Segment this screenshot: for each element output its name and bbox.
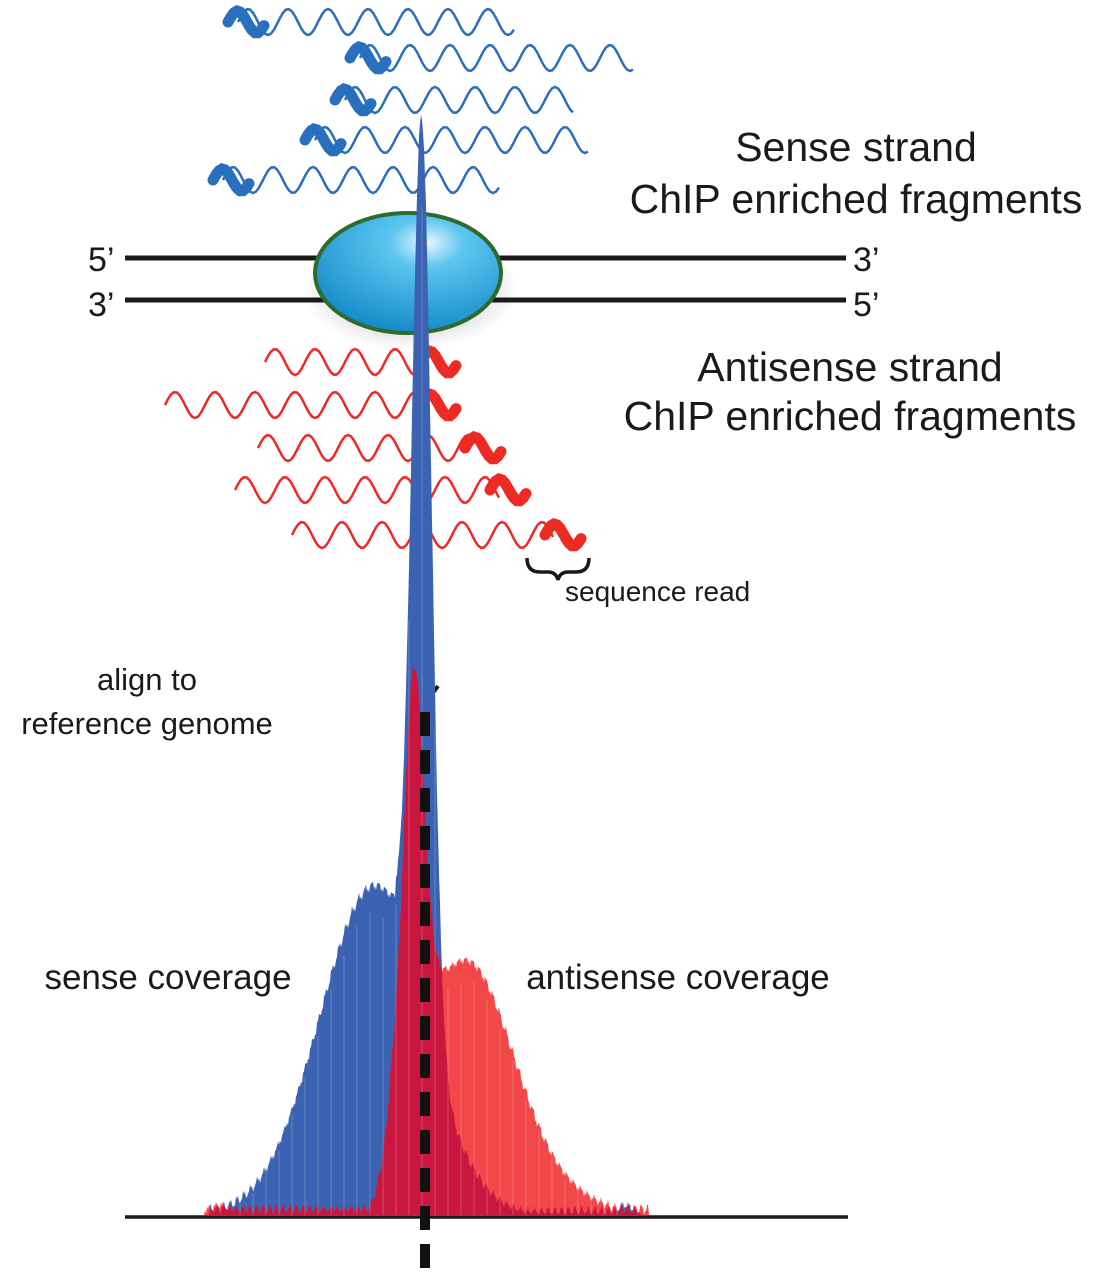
sense-fragment: [329, 83, 574, 117]
antisense-title-line-1: Antisense strand: [697, 344, 1002, 390]
fragment-strand: [221, 165, 500, 195]
top-left-end-label: 5’: [88, 241, 114, 279]
sequence-read-mark: [207, 163, 255, 197]
sequence-read-mark: [459, 431, 507, 465]
sense-coverage-profile: [200, 114, 652, 1215]
sense-title-line-2: ChIP enriched fragments: [630, 176, 1083, 222]
sequence-read-brace: [525, 557, 591, 581]
antisense-coverage-label: antisense coverage: [526, 958, 830, 997]
sense-coverage-label: sense coverage: [44, 958, 291, 997]
antisense-fragment: [256, 431, 507, 465]
sense-title-line-1: Sense strand: [735, 124, 977, 170]
dna-binding-protein: [302, 211, 518, 350]
fragment-strand: [163, 390, 431, 420]
antisense-fragment: [233, 473, 532, 507]
bottom-left-end-label: 3’: [88, 286, 114, 324]
fragment-strand: [256, 433, 475, 463]
fragment-strand: [236, 7, 515, 37]
fragment-strand: [313, 125, 589, 155]
sense-fragment: [299, 123, 589, 157]
top-right-end-label: 3’: [853, 241, 879, 279]
sequence-read-label: sequence read: [565, 576, 750, 607]
sense-fragments: [207, 5, 634, 197]
sense-fragment: [222, 5, 515, 39]
sequence-read-mark: [539, 518, 587, 552]
fragment-strand: [233, 475, 501, 505]
sequence-read-mark: [344, 41, 392, 75]
sense-fragment: [207, 163, 500, 197]
fragment-strand: [358, 43, 634, 73]
sequence-read-mark: [329, 83, 377, 117]
antisense-fragment: [290, 518, 587, 552]
coverage-profiles: [200, 114, 652, 1215]
sequence-read-mark: [484, 473, 532, 507]
align-label-line-1: align to: [97, 662, 197, 697]
bottom-right-end-label: 5’: [853, 286, 879, 324]
sequence-read-mark: [222, 5, 270, 39]
sequence-read-mark: [299, 123, 347, 157]
antisense-fragments: [163, 345, 587, 552]
fragment-strand: [343, 85, 574, 115]
coverage-streaks: [239, 207, 618, 1215]
sense-fragment: [344, 41, 634, 75]
fragment-strand: [263, 347, 432, 377]
antisense-title-line-2: ChIP enriched fragments: [624, 393, 1077, 439]
align-label-line-2: reference genome: [21, 706, 273, 741]
